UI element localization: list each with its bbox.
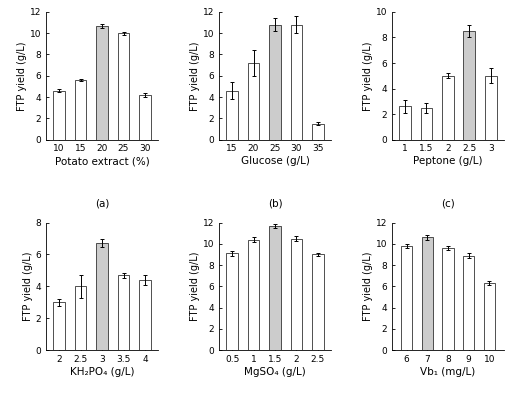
Bar xyxy=(401,246,412,350)
X-axis label: KH₂PO₄ (g/L): KH₂PO₄ (g/L) xyxy=(70,367,134,377)
Bar xyxy=(226,254,238,350)
X-axis label: Peptone (g/L): Peptone (g/L) xyxy=(413,156,483,166)
Bar xyxy=(96,26,108,140)
Bar xyxy=(269,25,281,140)
Bar xyxy=(53,302,65,350)
Bar xyxy=(96,243,108,350)
Text: (b): (b) xyxy=(268,198,282,208)
Bar xyxy=(442,248,454,350)
Text: (c): (c) xyxy=(441,198,455,208)
Bar xyxy=(463,256,474,350)
Bar xyxy=(442,76,454,140)
Bar xyxy=(464,31,475,140)
Bar xyxy=(118,33,130,140)
Y-axis label: FTP yield (g/L): FTP yield (g/L) xyxy=(190,252,200,321)
Y-axis label: FTP yield (g/L): FTP yield (g/L) xyxy=(363,252,373,321)
Text: (a): (a) xyxy=(95,198,109,208)
Bar xyxy=(53,91,65,140)
Y-axis label: FTP yield (g/L): FTP yield (g/L) xyxy=(363,41,373,111)
Y-axis label: FTP yield (g/L): FTP yield (g/L) xyxy=(17,41,27,111)
Bar xyxy=(226,91,238,140)
Bar xyxy=(139,95,151,140)
X-axis label: Vb₁ (mg/L): Vb₁ (mg/L) xyxy=(420,367,475,377)
X-axis label: Glucose (g/L): Glucose (g/L) xyxy=(241,156,309,166)
Bar xyxy=(484,283,495,350)
Bar xyxy=(312,254,324,350)
Bar xyxy=(399,106,411,140)
Y-axis label: FTP yield (g/L): FTP yield (g/L) xyxy=(190,41,200,111)
Bar xyxy=(75,287,86,350)
Bar xyxy=(312,124,324,140)
Bar xyxy=(269,226,281,350)
X-axis label: Potato extract (%): Potato extract (%) xyxy=(54,156,150,166)
Bar xyxy=(248,63,260,140)
Bar xyxy=(248,240,260,350)
Bar xyxy=(290,25,302,140)
Bar xyxy=(290,238,302,350)
X-axis label: MgSO₄ (g/L): MgSO₄ (g/L) xyxy=(244,367,306,377)
Bar xyxy=(420,108,432,140)
Bar xyxy=(139,280,151,350)
Bar xyxy=(485,76,497,140)
Bar xyxy=(421,238,433,350)
Y-axis label: FTP yield (g/L): FTP yield (g/L) xyxy=(23,252,33,321)
Bar xyxy=(118,275,130,350)
Bar xyxy=(75,80,86,140)
